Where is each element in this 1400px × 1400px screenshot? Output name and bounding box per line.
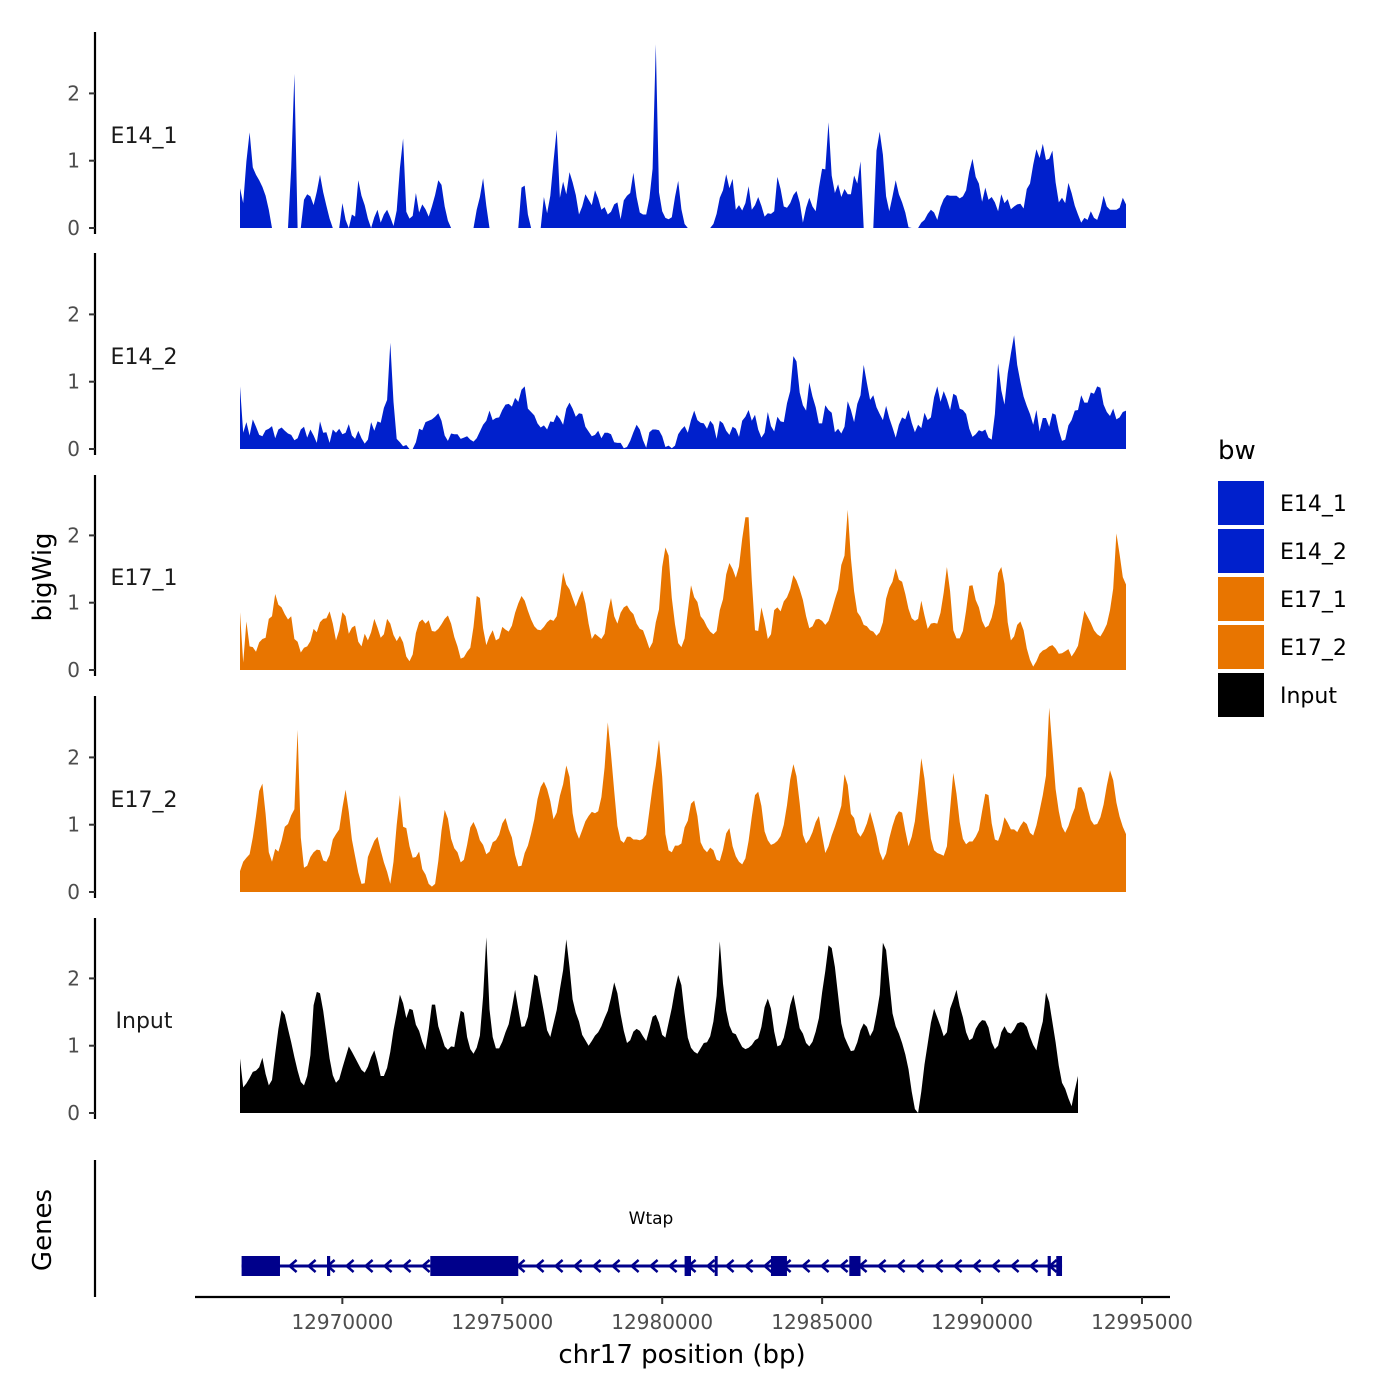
legend: bw E14_1 E14_2 E17_1 E17_2 Input — [1218, 436, 1347, 717]
strand-arrow — [610, 1259, 621, 1273]
strand-arrow — [838, 1259, 849, 1273]
x-tick-label: 12995000 — [1091, 1310, 1193, 1334]
signal-area-E17_1 — [240, 484, 1126, 670]
y-tick-label: 2 — [67, 966, 80, 990]
legend-label: E14_2 — [1280, 540, 1347, 565]
track-label: E17_2 — [111, 788, 178, 813]
y-tick-label: 1 — [67, 370, 80, 394]
gene-exon — [241, 1256, 280, 1276]
strand-arrow — [743, 1259, 754, 1273]
x-tick-label: 12980000 — [611, 1310, 713, 1334]
y-tick-label: 1 — [67, 591, 80, 615]
strand-arrow — [705, 1259, 716, 1273]
gene-exon — [849, 1256, 861, 1276]
track-label: E14_1 — [111, 124, 178, 149]
y-tick-label: 2 — [67, 523, 80, 547]
track-Input: 0 1 2 Input — [67, 918, 1078, 1125]
strand-arrow — [800, 1259, 811, 1273]
y-tick-label: 2 — [67, 745, 80, 769]
strand-arrow — [648, 1259, 659, 1273]
track-label: E17_1 — [111, 566, 178, 591]
strand-arrow — [420, 1259, 431, 1273]
strand-arrow — [990, 1259, 1001, 1273]
signal-area-E17_2 — [240, 707, 1126, 892]
legend-key-E14_1 — [1218, 481, 1264, 525]
strand-arrow — [572, 1259, 583, 1273]
strand-arrow — [629, 1259, 640, 1273]
legend-key-E17_2 — [1218, 625, 1264, 669]
strand-arrow — [933, 1259, 944, 1273]
signal-area-E14_2 — [240, 327, 1126, 449]
track-label: Input — [116, 1009, 173, 1034]
y-tick-label: 2 — [67, 81, 80, 105]
strand-arrow — [914, 1259, 925, 1273]
x-axis: 12970000 12975000 12980000 12985000 12990000… — [195, 1295, 1193, 1334]
legend-title: bw — [1218, 436, 1256, 466]
signal-area-Input — [240, 937, 1078, 1113]
legend-key-E17_1 — [1218, 577, 1264, 621]
genes-axis-title: Genes — [28, 1189, 58, 1271]
track-E17_1: 0 1 2 E17_1 — [67, 475, 1126, 682]
genes-panel: Wtap — [93, 1160, 1063, 1297]
signal-area-E14_1 — [240, 44, 1126, 228]
track-E14_2: 0 1 2 E14_2 — [67, 253, 1126, 461]
x-axis-title: chr17 position (bp) — [558, 1340, 805, 1370]
strand-arrow — [344, 1259, 355, 1273]
y-axis-title: bigWig — [28, 532, 58, 621]
strand-arrow — [952, 1259, 963, 1273]
track-E17_2: 0 1 2 E17_2 — [67, 696, 1126, 904]
strand-arrow — [287, 1259, 298, 1273]
gene-name-label: Wtap — [629, 1209, 674, 1229]
strand-arrow — [306, 1259, 317, 1273]
gene-exon — [1056, 1256, 1063, 1276]
legend-label: E17_1 — [1280, 588, 1347, 613]
strand-arrow — [363, 1259, 374, 1273]
legend-label: E14_1 — [1280, 492, 1347, 517]
gene-exon — [1047, 1256, 1051, 1276]
strand-arrow — [667, 1259, 678, 1273]
y-tick-label: 0 — [67, 216, 80, 240]
y-tick-label: 1 — [67, 149, 80, 173]
strand-arrow — [382, 1259, 393, 1273]
strand-arrow — [591, 1259, 602, 1273]
y-tick-label: 2 — [67, 302, 80, 326]
y-tick-label: 0 — [67, 437, 80, 461]
strand-arrow — [553, 1259, 564, 1273]
gene-exon — [430, 1256, 519, 1276]
y-tick-label: 0 — [67, 880, 80, 904]
strand-arrow — [895, 1259, 906, 1273]
legend-label: Input — [1280, 684, 1337, 709]
x-tick-label: 12985000 — [771, 1310, 873, 1334]
strand-arrow — [1009, 1259, 1020, 1273]
gene-exon — [714, 1256, 718, 1276]
x-tick-label: 12990000 — [931, 1310, 1033, 1334]
gene-exon — [327, 1256, 331, 1276]
strand-arrow — [401, 1259, 412, 1273]
gene-exon — [770, 1256, 787, 1276]
x-tick-label: 12975000 — [451, 1310, 553, 1334]
track-E14_1: 0 1 2 E14_1 — [67, 32, 1126, 240]
y-tick-label: 1 — [67, 813, 80, 837]
gene-exon — [684, 1256, 691, 1276]
strand-arrow — [762, 1259, 773, 1273]
x-tick-label: 12970000 — [291, 1310, 393, 1334]
legend-key-Input — [1218, 673, 1264, 717]
strand-arrow — [876, 1259, 887, 1273]
strand-arrow — [819, 1259, 830, 1273]
track-label: E14_2 — [111, 345, 178, 370]
strand-arrow — [971, 1259, 982, 1273]
legend-label: E17_2 — [1280, 636, 1347, 661]
legend-key-E14_2 — [1218, 529, 1264, 573]
strand-arrow — [1028, 1259, 1039, 1273]
strand-arrow — [724, 1259, 735, 1273]
y-tick-label: 1 — [67, 1034, 80, 1058]
strand-arrow — [534, 1259, 545, 1273]
y-tick-label: 0 — [67, 658, 80, 682]
track-panels: 0 1 2 E14_1 0 1 2 E14_2 0 1 2 E17_1 0 1 2 E17_2 0 1 2 Input — [67, 32, 1126, 1125]
y-tick-label: 0 — [67, 1101, 80, 1125]
